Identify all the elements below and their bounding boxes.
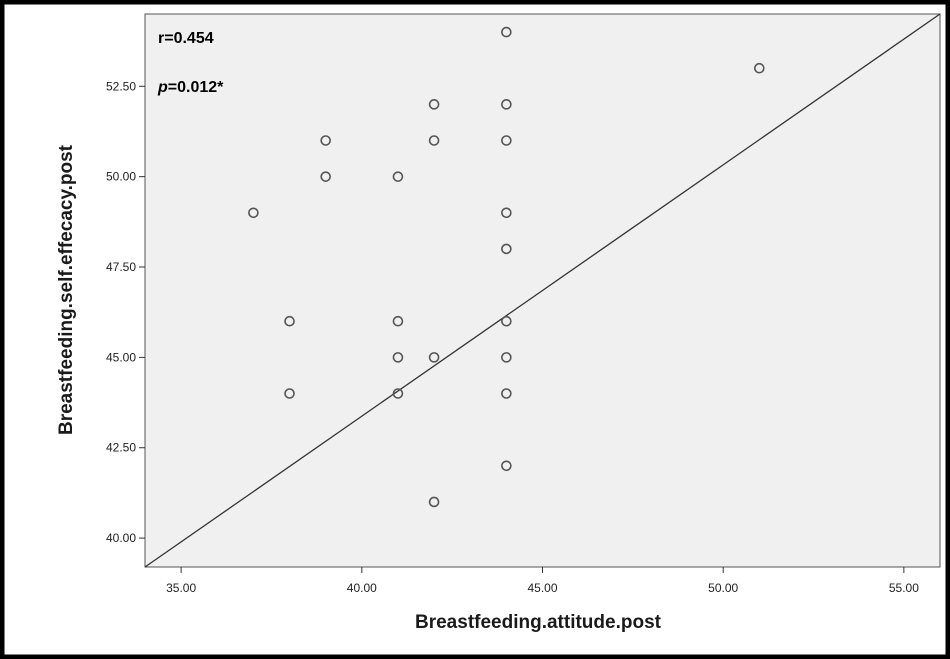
data-point bbox=[501, 352, 512, 363]
y-tick-label: 42.50 bbox=[106, 441, 136, 455]
x-tick-label: 35.00 bbox=[166, 581, 196, 595]
data-point bbox=[501, 243, 512, 255]
p-annotation: p=0.012* bbox=[157, 79, 224, 96]
data-point bbox=[392, 352, 404, 363]
x-axis-label: Breastfeeding.attitude.post bbox=[415, 612, 662, 633]
y-axis: 40.00 42.50 45.00 47.50 50.00 52.50 bbox=[106, 79, 145, 545]
y-tick-label: 52.50 bbox=[106, 79, 136, 93]
data-point bbox=[501, 388, 512, 399]
data-point bbox=[392, 315, 404, 327]
data-point bbox=[501, 26, 512, 38]
x-tick-label: 45.00 bbox=[527, 581, 557, 595]
p-value: =0.012* bbox=[168, 79, 224, 96]
data-point bbox=[501, 99, 512, 110]
y-tick-label: 40.00 bbox=[106, 531, 136, 545]
y-tick-label: 45.00 bbox=[106, 350, 136, 364]
x-axis: 35.00 40.00 45.00 50.00 55.00 bbox=[166, 567, 919, 595]
data-point bbox=[754, 62, 765, 74]
y-tick-label: 50.00 bbox=[106, 170, 136, 184]
data-point bbox=[501, 207, 512, 219]
data-point bbox=[501, 135, 512, 146]
data-point bbox=[501, 460, 512, 472]
data-point bbox=[284, 388, 295, 399]
data-point bbox=[428, 99, 440, 110]
data-point bbox=[428, 135, 440, 146]
p-italic: p bbox=[157, 79, 168, 96]
data-point bbox=[320, 171, 331, 182]
data-point bbox=[392, 171, 404, 182]
data-point bbox=[428, 352, 440, 363]
x-tick-label: 50.00 bbox=[708, 581, 738, 595]
data-point bbox=[428, 496, 440, 508]
data-point bbox=[392, 388, 404, 399]
r-annotation: r=0.454 bbox=[158, 30, 214, 47]
data-point bbox=[248, 207, 259, 219]
data-point bbox=[284, 315, 295, 327]
y-axis-label: Breastfeeding.self.effecacy.post bbox=[56, 144, 77, 435]
data-point bbox=[501, 315, 512, 327]
fit-line bbox=[144, 13, 941, 568]
data-point bbox=[320, 135, 331, 146]
x-tick-label: 55.00 bbox=[889, 581, 919, 595]
x-tick-label: 40.00 bbox=[347, 581, 377, 595]
points-layer bbox=[248, 26, 765, 508]
y-tick-label: 47.50 bbox=[106, 260, 136, 274]
